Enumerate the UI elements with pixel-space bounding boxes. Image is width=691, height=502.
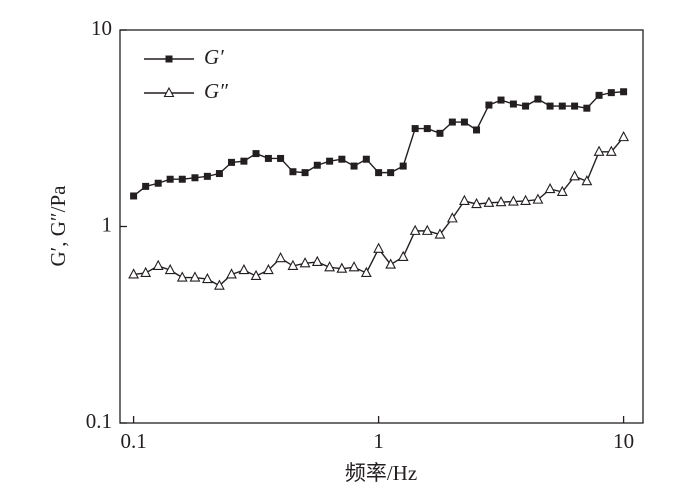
plot-frame: [119, 29, 644, 424]
marker: [191, 174, 199, 182]
marker: [228, 158, 236, 166]
x-tick-label: 1: [373, 429, 384, 453]
legend-marker: [163, 86, 175, 98]
marker: [324, 261, 336, 272]
marker: [203, 172, 211, 180]
marker: [166, 175, 174, 183]
marker: [581, 175, 593, 186]
marker: [289, 168, 297, 176]
marker: [522, 102, 530, 110]
marker: [226, 268, 237, 279]
marker: [154, 179, 162, 187]
marker: [250, 269, 262, 281]
marker: [373, 242, 385, 253]
legend-label: G′: [204, 45, 224, 69]
marker: [544, 182, 556, 194]
marker: [262, 263, 274, 275]
marker: [485, 101, 493, 109]
marker: [448, 118, 456, 126]
marker: [299, 257, 311, 268]
marker: [178, 175, 186, 183]
marker: [546, 102, 554, 110]
marker: [189, 271, 201, 282]
marker: [399, 162, 407, 170]
marker: [301, 169, 309, 177]
marker: [140, 266, 152, 278]
x-axis-label: 频率/Hz: [345, 461, 417, 485]
marker: [458, 194, 470, 205]
marker: [423, 125, 431, 133]
y-tick-label: 10: [91, 16, 112, 40]
marker: [409, 224, 421, 235]
marker: [348, 261, 360, 272]
y-tick-label: 1: [102, 212, 113, 236]
marker: [620, 88, 628, 96]
marker: [411, 125, 419, 133]
y-axis-label: G′, G″/Pa: [46, 185, 70, 267]
marker: [569, 170, 581, 181]
x-tick-label: 0.1: [120, 429, 146, 453]
marker: [509, 100, 517, 108]
marker: [583, 104, 591, 112]
marker: [338, 155, 346, 163]
marker: [434, 228, 446, 239]
marker: [507, 195, 519, 206]
marker: [336, 262, 348, 273]
x-tick-label: 10: [613, 429, 634, 453]
marker: [130, 192, 138, 200]
marker: [287, 259, 299, 270]
marker: [497, 96, 505, 104]
marker: [375, 169, 383, 177]
marker: [240, 157, 248, 165]
marker: [473, 126, 481, 134]
marker: [471, 197, 482, 209]
marker: [595, 91, 603, 99]
marker: [213, 279, 225, 290]
marker: [532, 193, 544, 204]
marker: [495, 195, 507, 207]
marker: [176, 271, 188, 282]
marker: [558, 102, 566, 110]
marker: [397, 250, 409, 261]
marker: [275, 251, 286, 263]
marker: [446, 212, 458, 223]
marker: [571, 102, 579, 110]
marker: [593, 145, 605, 156]
marker: [142, 182, 150, 190]
marker: [483, 196, 495, 207]
marker: [313, 161, 321, 169]
marker: [460, 118, 468, 126]
marker: [164, 263, 176, 275]
marker: [618, 130, 630, 142]
marker: [360, 266, 372, 278]
marker: [152, 259, 164, 270]
marker: [252, 150, 260, 158]
marker: [128, 268, 140, 279]
marker: [385, 258, 397, 269]
legend-label: G″: [204, 79, 228, 103]
marker: [362, 155, 370, 163]
marker: [215, 170, 223, 178]
marker: [350, 162, 358, 170]
marker: [311, 255, 323, 267]
marker: [421, 224, 433, 235]
marker: [436, 129, 444, 137]
marker: [238, 263, 250, 275]
marker: [607, 89, 615, 97]
marker: [556, 185, 568, 196]
marker: [534, 95, 542, 103]
series-line: [133, 136, 625, 287]
marker: [520, 194, 531, 205]
y-tick-label: 0.1: [86, 409, 112, 433]
marker: [264, 154, 272, 162]
marker: [326, 157, 334, 165]
legend-marker: [165, 55, 173, 63]
marker: [277, 154, 285, 162]
marker: [201, 272, 213, 284]
marker: [387, 169, 395, 177]
marker: [605, 145, 617, 156]
